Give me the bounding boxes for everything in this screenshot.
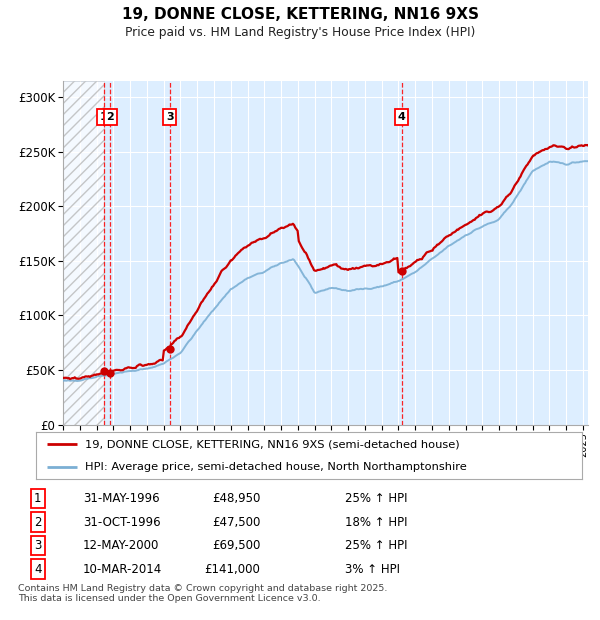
Text: 12-MAY-2000: 12-MAY-2000	[83, 539, 159, 552]
Text: 4: 4	[34, 563, 41, 575]
Text: £47,500: £47,500	[212, 516, 260, 528]
Text: 31-MAY-1996: 31-MAY-1996	[83, 492, 160, 505]
Text: HPI: Average price, semi-detached house, North Northamptonshire: HPI: Average price, semi-detached house,…	[85, 463, 467, 472]
Text: £141,000: £141,000	[205, 563, 260, 575]
Text: 1: 1	[34, 492, 41, 505]
Text: 2: 2	[107, 112, 115, 122]
Text: 4: 4	[398, 112, 406, 122]
Text: 25% ↑ HPI: 25% ↑ HPI	[345, 539, 407, 552]
Text: 10-MAR-2014: 10-MAR-2014	[83, 563, 162, 575]
Text: Price paid vs. HM Land Registry's House Price Index (HPI): Price paid vs. HM Land Registry's House …	[125, 26, 475, 39]
Text: Contains HM Land Registry data © Crown copyright and database right 2025.
This d: Contains HM Land Registry data © Crown c…	[18, 584, 388, 603]
Bar	[63, 81, 104, 425]
Text: 3: 3	[34, 539, 41, 552]
Text: 19, DONNE CLOSE, KETTERING, NN16 9XS: 19, DONNE CLOSE, KETTERING, NN16 9XS	[121, 7, 479, 22]
Text: 25% ↑ HPI: 25% ↑ HPI	[345, 492, 407, 505]
Text: £69,500: £69,500	[212, 539, 260, 552]
Text: 31-OCT-1996: 31-OCT-1996	[83, 516, 160, 528]
Text: £48,950: £48,950	[212, 492, 260, 505]
Text: 3: 3	[166, 112, 173, 122]
Text: 2: 2	[34, 516, 41, 528]
Text: 1: 1	[100, 112, 107, 122]
Text: 18% ↑ HPI: 18% ↑ HPI	[345, 516, 407, 528]
Text: 3% ↑ HPI: 3% ↑ HPI	[345, 563, 400, 575]
Text: 19, DONNE CLOSE, KETTERING, NN16 9XS (semi-detached house): 19, DONNE CLOSE, KETTERING, NN16 9XS (se…	[85, 439, 460, 450]
